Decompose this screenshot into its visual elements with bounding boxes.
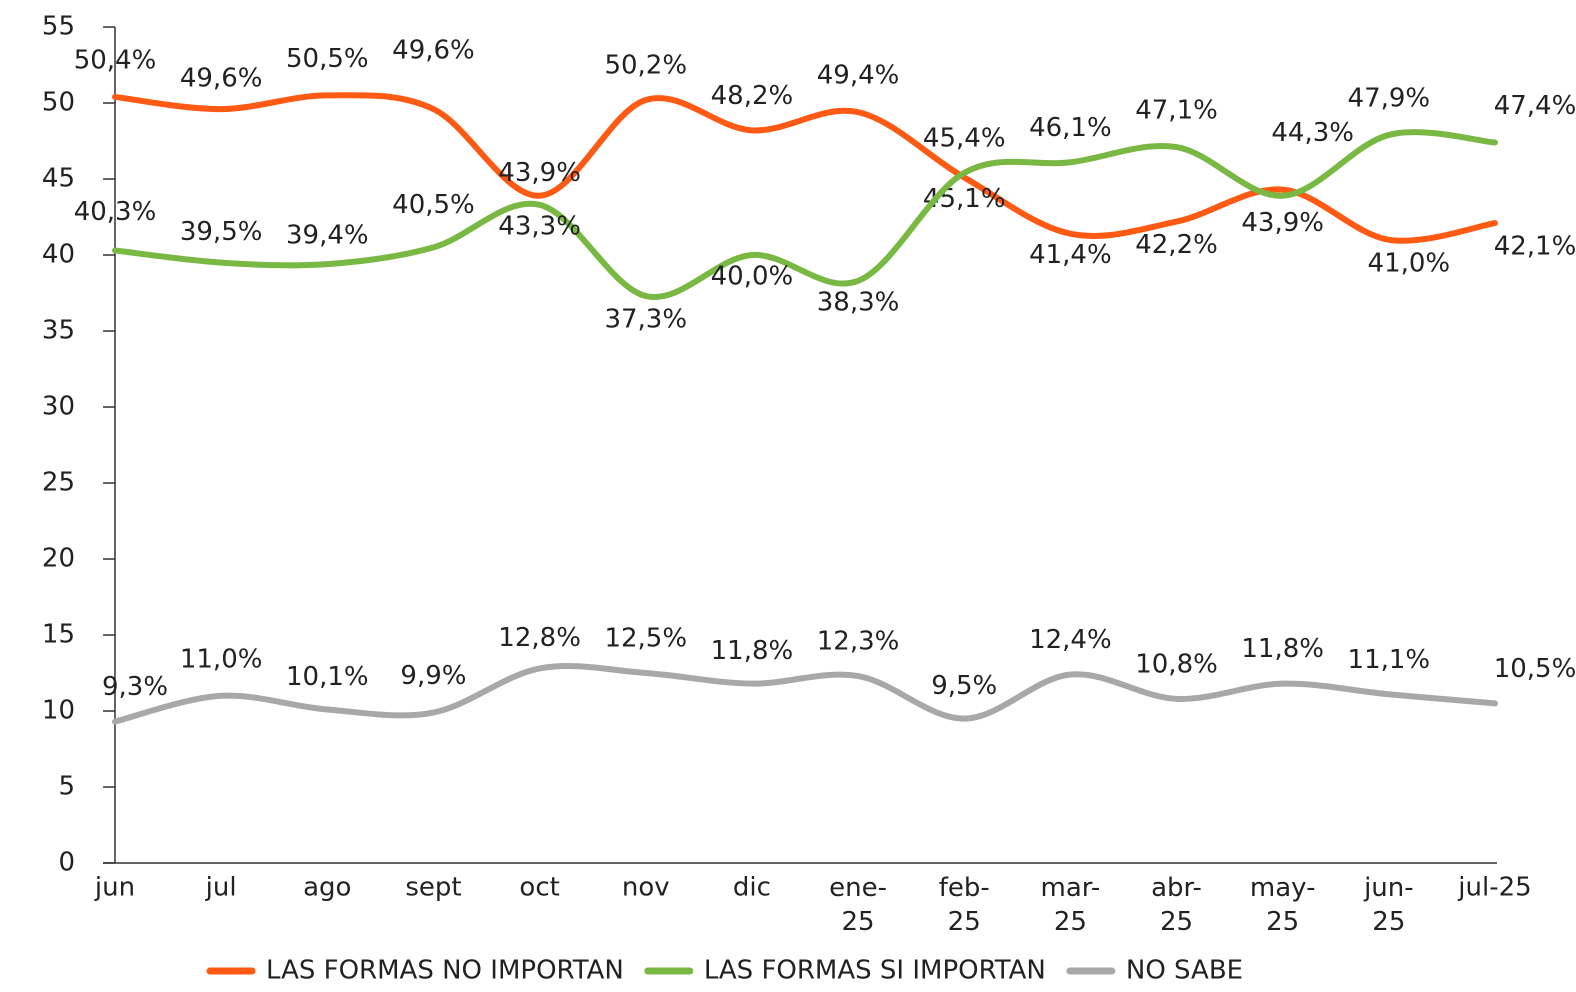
y-tick-label: 0 bbox=[58, 848, 75, 878]
y-tick-label: 35 bbox=[42, 316, 75, 346]
y-tick-label: 25 bbox=[42, 468, 75, 498]
data-label: 48,2% bbox=[711, 81, 794, 111]
data-label: 49,6% bbox=[392, 36, 475, 66]
data-label: 44,3% bbox=[1271, 118, 1354, 148]
data-label: 12,3% bbox=[817, 627, 900, 657]
data-label: 12,5% bbox=[604, 624, 687, 654]
data-label: 9,5% bbox=[931, 671, 997, 701]
data-label: 11,8% bbox=[1241, 634, 1324, 664]
data-label: 10,1% bbox=[286, 662, 369, 692]
data-label: 43,9% bbox=[498, 158, 581, 188]
x-tick-label: may-25 bbox=[1250, 873, 1316, 937]
data-label: 49,4% bbox=[817, 61, 900, 91]
data-label: 43,9% bbox=[1241, 208, 1324, 238]
data-label: 50,2% bbox=[604, 50, 687, 80]
x-tick-label: ago bbox=[303, 873, 351, 903]
x-tick-label: abr-25 bbox=[1151, 873, 1202, 937]
y-tick-label: 20 bbox=[42, 544, 75, 574]
x-tick-label: nov bbox=[622, 873, 670, 903]
data-label: 50,5% bbox=[286, 44, 369, 74]
data-label: 47,1% bbox=[1135, 96, 1218, 126]
y-tick-label: 30 bbox=[42, 392, 75, 422]
data-label: 12,8% bbox=[498, 623, 581, 653]
data-label: 37,3% bbox=[604, 305, 687, 335]
data-label: 50,4% bbox=[74, 45, 157, 75]
data-label: 47,4% bbox=[1494, 91, 1576, 121]
data-label: 9,3% bbox=[102, 672, 168, 702]
data-label: 40,0% bbox=[711, 262, 794, 292]
x-tick-label: sept bbox=[405, 873, 461, 903]
series-line bbox=[112, 92, 1498, 244]
data-label: 42,2% bbox=[1135, 230, 1218, 260]
x-tick-label: jul bbox=[205, 873, 237, 903]
data-label: 10,8% bbox=[1135, 649, 1218, 679]
y-tick-label: 15 bbox=[42, 620, 75, 650]
y-tick-label: 40 bbox=[42, 240, 75, 270]
x-tick-label: ene-25 bbox=[829, 873, 887, 937]
y-tick-label: 45 bbox=[42, 164, 75, 194]
data-label: 12,4% bbox=[1029, 625, 1112, 655]
data-label: 39,5% bbox=[180, 217, 263, 247]
data-label: 43,3% bbox=[498, 211, 581, 241]
y-tick-label: 10 bbox=[42, 696, 75, 726]
data-label: 42,1% bbox=[1494, 232, 1576, 262]
series-line bbox=[112, 663, 1498, 725]
x-tick-label: mar-25 bbox=[1041, 873, 1101, 937]
x-tick-label: jun-25 bbox=[1363, 873, 1414, 937]
x-tick-label: dic bbox=[733, 873, 771, 903]
data-label: 46,1% bbox=[1029, 113, 1112, 143]
data-label: 38,3% bbox=[817, 287, 900, 317]
x-tick-label: jul-25 bbox=[1457, 873, 1531, 903]
x-tick-label: jun bbox=[94, 873, 135, 903]
y-tick-label: 55 bbox=[42, 12, 75, 42]
x-tick-label: feb-25 bbox=[939, 873, 990, 937]
data-label: 11,0% bbox=[180, 644, 263, 674]
y-tick-label: 5 bbox=[58, 772, 75, 802]
data-label: 40,5% bbox=[392, 190, 475, 220]
y-tick-label: 50 bbox=[42, 88, 75, 118]
legend-label: LAS FORMAS SI IMPORTAN bbox=[704, 956, 1046, 986]
data-label: 39,4% bbox=[286, 221, 369, 251]
data-label: 40,3% bbox=[74, 197, 157, 227]
data-label: 10,5% bbox=[1494, 654, 1576, 684]
series-line bbox=[112, 129, 1498, 301]
data-label: 49,6% bbox=[180, 64, 263, 94]
data-label: 45,4% bbox=[923, 123, 1006, 153]
data-label: 41,4% bbox=[1029, 240, 1112, 270]
x-tick-label: oct bbox=[519, 873, 559, 903]
legend-label: LAS FORMAS NO IMPORTAN bbox=[266, 956, 624, 986]
data-label: 41,0% bbox=[1368, 248, 1451, 278]
legend-label: NO SABE bbox=[1126, 956, 1243, 986]
data-label: 9,9% bbox=[400, 661, 466, 691]
data-label: 47,9% bbox=[1348, 83, 1431, 113]
data-label: 11,1% bbox=[1348, 645, 1431, 675]
data-label: 11,8% bbox=[711, 636, 794, 666]
